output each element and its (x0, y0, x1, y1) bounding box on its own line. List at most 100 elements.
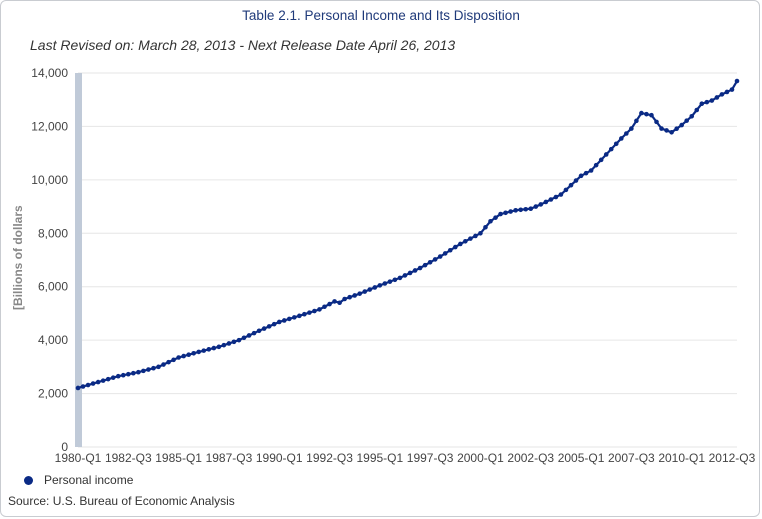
data-point[interactable] (327, 301, 332, 307)
data-point[interactable] (286, 316, 292, 322)
data-point[interactable] (186, 352, 191, 358)
data-point[interactable] (261, 326, 267, 331)
data-point[interactable] (126, 371, 131, 377)
data-point[interactable] (432, 257, 438, 262)
data-point[interactable] (442, 251, 448, 256)
data-point[interactable] (679, 122, 684, 128)
data-point[interactable] (256, 328, 262, 334)
data-point[interactable] (292, 315, 297, 320)
data-point[interactable] (312, 308, 317, 314)
data-point[interactable] (624, 131, 629, 136)
data-point[interactable] (337, 300, 342, 306)
data-point[interactable] (493, 215, 498, 220)
data-point[interactable] (523, 206, 529, 212)
data-point[interactable] (221, 342, 227, 348)
data-point[interactable] (699, 101, 705, 107)
data-point[interactable] (281, 318, 287, 323)
data-point[interactable] (241, 335, 247, 341)
data-point[interactable] (347, 294, 352, 300)
data-point[interactable] (131, 370, 136, 376)
data-point[interactable] (422, 262, 428, 268)
data-point[interactable] (322, 304, 327, 310)
data-point[interactable] (206, 347, 212, 352)
data-point[interactable] (684, 118, 689, 123)
data-point[interactable] (332, 299, 337, 304)
data-point[interactable] (618, 136, 624, 141)
data-point[interactable] (276, 319, 282, 325)
data-point[interactable] (664, 128, 669, 133)
data-point[interactable] (518, 207, 523, 213)
data-point[interactable] (367, 287, 373, 292)
data-point[interactable] (734, 78, 740, 84)
data-point[interactable] (548, 197, 554, 202)
data-point[interactable] (110, 375, 116, 380)
data-point[interactable] (452, 244, 458, 250)
data-point[interactable] (714, 95, 720, 100)
data-point[interactable] (478, 230, 483, 236)
data-point[interactable] (151, 365, 156, 371)
data-point[interactable] (634, 118, 639, 124)
data-point[interactable] (236, 337, 242, 343)
data-point[interactable] (105, 376, 111, 382)
data-point[interactable] (115, 373, 121, 379)
data-point[interactable] (563, 187, 569, 193)
data-point[interactable] (382, 281, 388, 286)
data-point[interactable] (427, 259, 433, 265)
data-point[interactable] (201, 348, 207, 353)
data-point[interactable] (342, 296, 347, 302)
data-point[interactable] (402, 273, 408, 278)
data-point[interactable] (483, 224, 488, 230)
data-point[interactable] (447, 247, 453, 253)
data-point[interactable] (538, 202, 544, 207)
data-point[interactable] (417, 265, 423, 271)
data-point[interactable] (407, 270, 413, 276)
data-point[interactable] (463, 239, 468, 244)
data-point[interactable] (387, 279, 393, 284)
data-point[interactable] (603, 152, 609, 157)
data-point[interactable] (317, 307, 322, 312)
data-point[interactable] (141, 368, 146, 374)
data-point[interactable] (95, 379, 101, 385)
data-point[interactable] (488, 218, 493, 224)
data-point[interactable] (166, 359, 171, 365)
data-point[interactable] (528, 206, 534, 212)
data-point[interactable] (669, 130, 674, 135)
data-point[interactable] (583, 170, 589, 176)
data-point[interactable] (659, 126, 664, 131)
data-point[interactable] (171, 357, 176, 363)
data-point[interactable] (568, 182, 574, 188)
data-point[interactable] (307, 310, 312, 315)
data-point[interactable] (196, 349, 202, 355)
data-point[interactable] (100, 378, 106, 383)
data-point[interactable] (513, 208, 518, 213)
data-point[interactable] (543, 199, 549, 205)
data-point[interactable] (598, 157, 604, 163)
data-point[interactable] (80, 384, 86, 389)
data-point[interactable] (251, 330, 257, 336)
data-point[interactable] (503, 210, 508, 216)
data-point[interactable] (639, 110, 644, 116)
data-point[interactable] (271, 321, 277, 327)
data-point[interactable] (297, 313, 302, 319)
data-point[interactable] (357, 291, 363, 296)
data-point[interactable] (362, 289, 368, 294)
data-point[interactable] (694, 107, 700, 113)
data-point[interactable] (498, 211, 503, 217)
data-point[interactable] (412, 268, 418, 273)
data-point[interactable] (211, 345, 217, 351)
data-point[interactable] (644, 111, 649, 117)
data-point[interactable] (120, 372, 126, 378)
data-point[interactable] (161, 362, 166, 367)
data-point[interactable] (608, 146, 614, 152)
data-point[interactable] (156, 364, 161, 370)
data-point[interactable] (266, 324, 272, 329)
data-point[interactable] (458, 241, 463, 247)
data-point[interactable] (302, 311, 307, 317)
data-point[interactable] (613, 141, 619, 147)
data-point[interactable] (719, 92, 725, 97)
data-point[interactable] (629, 126, 634, 131)
data-point[interactable] (674, 126, 679, 131)
data-point[interactable] (176, 355, 181, 360)
data-point[interactable] (75, 385, 81, 391)
data-point[interactable] (231, 339, 237, 345)
